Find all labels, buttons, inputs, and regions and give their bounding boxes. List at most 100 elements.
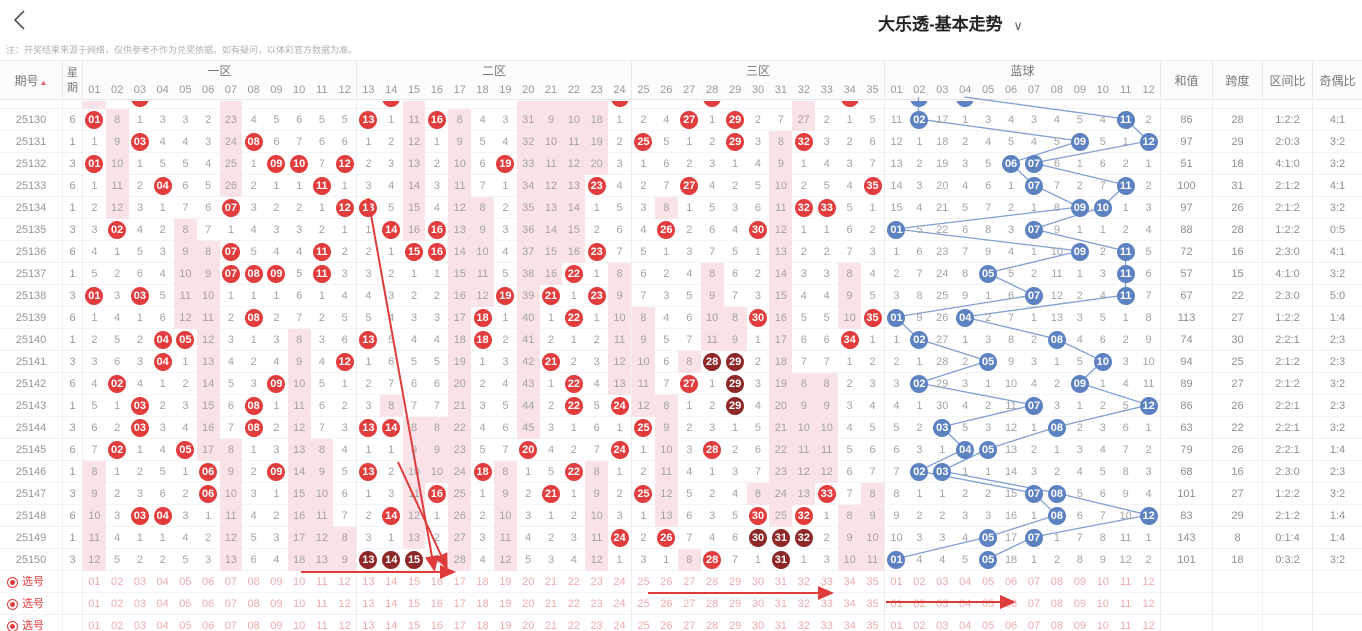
pick-number[interactable]: 06 [1004,620,1018,631]
pick-number[interactable]: 11 [1119,620,1132,631]
pick-number[interactable]: 09 [270,620,283,631]
pick-number[interactable]: 09 [1073,576,1086,588]
pick-number[interactable]: 10 [1096,576,1109,588]
pick-number[interactable]: 35 [866,620,879,631]
pick-number[interactable]: 22 [567,620,580,631]
pick-number[interactable]: 15 [407,620,421,631]
pick-number[interactable]: 04 [156,598,169,610]
pick-number[interactable]: 13 [362,598,375,610]
pick-number[interactable]: 24 [613,598,626,610]
pick-number[interactable]: 08 [247,576,260,588]
pick-number[interactable]: 10 [293,620,306,631]
pick-number[interactable]: 20 [522,576,535,588]
pick-number[interactable]: 16 [430,620,444,631]
pick-number[interactable]: 05 [982,598,995,610]
pick-number[interactable]: 26 [660,598,673,610]
pick-number[interactable]: 26 [660,576,673,588]
pick-number[interactable]: 05 [179,620,192,631]
pick-number[interactable]: 35 [866,576,879,588]
pick-number[interactable]: 01 [88,576,101,588]
pick-number[interactable]: 08 [1050,576,1064,588]
pick-circle-icon[interactable] [7,620,18,631]
pick-number[interactable]: 10 [1096,598,1109,610]
pick-number[interactable]: 04 [959,598,972,610]
pick-number[interactable]: 30 [751,576,765,588]
pick-number[interactable]: 12 [338,620,351,631]
pick-number[interactable]: 07 [1027,576,1041,588]
pick-number[interactable]: 04 [156,620,169,631]
pick-number[interactable]: 06 [202,620,215,631]
page-title[interactable]: 大乐透-基本走势 ∨ [878,10,1023,35]
pick-number[interactable]: 21 [544,576,558,588]
pick-number[interactable]: 03 [133,576,146,588]
pick-number[interactable]: 01 [890,576,903,588]
pick-number[interactable]: 14 [385,598,398,610]
pick-number[interactable]: 08 [1050,620,1064,631]
pick-number[interactable]: 08 [247,620,260,631]
pick-number[interactable]: 09 [1073,598,1086,610]
pick-number[interactable]: 31 [774,598,788,610]
pick-number[interactable]: 06 [202,576,215,588]
pick-number[interactable]: 16 [430,598,444,610]
pick-number[interactable]: 06 [1004,598,1018,610]
pick-number[interactable]: 03 [133,620,146,631]
pick-number[interactable]: 11 [1119,576,1132,588]
pick-number[interactable]: 11 [1119,598,1132,610]
pick-number[interactable]: 03 [936,598,949,610]
pick-number[interactable]: 13 [362,576,375,588]
pick-number[interactable]: 32 [797,576,810,588]
pick-number[interactable]: 33 [820,598,833,610]
period-column-header[interactable]: 期号▲ [14,74,48,88]
pick-number[interactable]: 31 [774,620,788,631]
pick-number[interactable]: 01 [890,598,903,610]
pick-number[interactable]: 07 [224,598,237,610]
pick-number[interactable]: 01 [88,598,101,610]
pick-number[interactable]: 29 [728,576,742,588]
pick-number[interactable]: 02 [913,576,926,588]
pick-number[interactable]: 15 [407,576,421,588]
pick-number[interactable]: 23 [590,576,603,588]
pick-number[interactable]: 04 [959,576,972,588]
pick-number[interactable]: 05 [982,576,995,588]
pick-number[interactable]: 09 [270,576,283,588]
pick-number[interactable]: 11 [316,598,328,610]
pick-number[interactable]: 25 [637,598,650,610]
pick-number[interactable]: 24 [613,576,626,588]
pick-circle-icon[interactable] [7,598,18,610]
pick-number[interactable]: 02 [111,576,124,588]
pick-number[interactable]: 14 [385,620,398,631]
pick-number[interactable]: 02 [913,620,926,631]
pick-number[interactable]: 19 [499,598,512,610]
pick-number[interactable]: 34 [843,576,856,588]
pick-number[interactable]: 22 [567,576,580,588]
pick-number[interactable]: 22 [567,598,580,610]
pick-number[interactable]: 33 [820,576,833,588]
pick-number[interactable]: 27 [683,576,696,588]
pick-number[interactable]: 23 [590,620,603,631]
pick-number[interactable]: 11 [316,576,328,588]
pick-number[interactable]: 09 [1073,620,1086,631]
pick-number[interactable]: 03 [133,598,146,610]
pick-number[interactable]: 27 [683,598,696,610]
pick-number[interactable]: 13 [362,620,375,631]
pick-number[interactable]: 26 [660,620,673,631]
pick-number[interactable]: 21 [544,598,558,610]
pick-number[interactable]: 09 [270,598,283,610]
pick-number[interactable]: 28 [706,576,719,588]
pick-number[interactable]: 12 [1142,620,1155,631]
pick-number[interactable]: 05 [179,598,192,610]
pick-number[interactable]: 32 [797,620,810,631]
pick-number[interactable]: 34 [843,620,856,631]
pick-number[interactable]: 02 [913,598,926,610]
pick-number[interactable]: 24 [613,620,626,631]
pick-number[interactable]: 30 [751,598,765,610]
pick-number[interactable]: 27 [683,620,696,631]
pick-number[interactable]: 03 [936,576,949,588]
pick-number[interactable]: 10 [1096,620,1109,631]
back-button[interactable] [12,9,28,31]
pick-number[interactable]: 12 [338,576,351,588]
pick-circle-icon[interactable] [7,576,18,588]
pick-number[interactable]: 32 [797,598,810,610]
pick-number[interactable]: 15 [407,598,421,610]
pick-number[interactable]: 07 [224,620,237,631]
